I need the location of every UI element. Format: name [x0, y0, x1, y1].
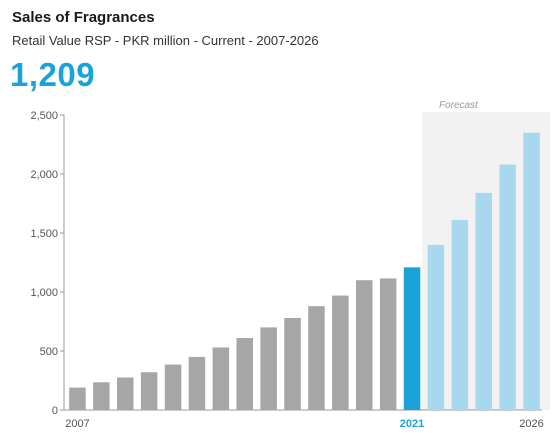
- bar-2019: [356, 280, 373, 410]
- x-tick-label-2007: 2007: [65, 418, 89, 430]
- bar-2017: [308, 306, 325, 410]
- bar-2015: [260, 327, 277, 410]
- bar-2016: [284, 317, 301, 410]
- current-value: 1,209: [10, 56, 96, 93]
- forecast-label: Forecast: [439, 100, 479, 111]
- bar-2009: [117, 377, 134, 410]
- bar-2020: [379, 278, 397, 410]
- bar-2025: [499, 164, 516, 410]
- bar-2007: [69, 387, 86, 410]
- bar-2011: [164, 364, 182, 410]
- bar-2013: [212, 347, 230, 410]
- x-tick-label-2021: 2021: [400, 418, 424, 430]
- y-tick-label: 2,000: [30, 169, 58, 181]
- bar-2010: [140, 372, 158, 410]
- x-tick-label-2026: 2026: [519, 418, 543, 430]
- chart-title: Sales of Fragrances: [12, 9, 155, 26]
- y-tick-label: 1,000: [30, 287, 58, 299]
- y-tick-label: 1,500: [30, 228, 58, 240]
- bar-2008: [93, 382, 110, 410]
- bar-2012: [188, 356, 206, 410]
- y-tick-label: 500: [40, 346, 58, 358]
- bar-2014: [236, 338, 253, 410]
- bar-2024: [475, 192, 492, 410]
- bar-2022: [427, 244, 445, 410]
- chart-subtitle: Retail Value RSP - PKR million - Current…: [12, 33, 319, 48]
- y-tick-label: 2,500: [30, 110, 58, 122]
- bar-2023: [451, 220, 469, 410]
- bar-2026: [523, 132, 540, 410]
- bar-2018: [332, 295, 349, 410]
- bar-2021: [403, 267, 421, 410]
- y-tick-label: 0: [52, 405, 58, 417]
